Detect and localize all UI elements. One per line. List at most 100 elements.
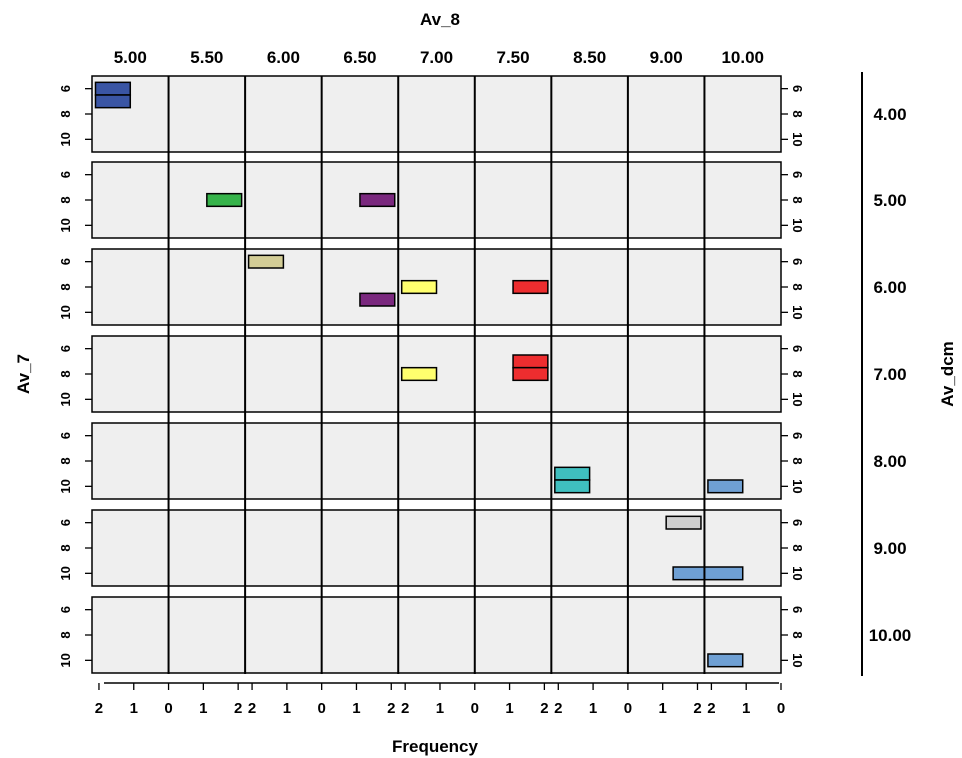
- y-tick-label-left: 8: [58, 110, 73, 117]
- x-tick-label: 0: [164, 700, 172, 717]
- bar: [512, 279, 549, 295]
- y-tick-label-left: 8: [58, 457, 73, 464]
- bar: [400, 366, 438, 382]
- row-header: 9.00: [873, 539, 906, 558]
- row-headers: 4.00 5.00 6.00 7.00 8.00 9.00 10.00: [869, 105, 912, 645]
- x-tick-label: 0: [777, 700, 785, 717]
- y-tick-label-left: 10: [58, 132, 73, 146]
- y-tick-label-left: 8: [58, 196, 73, 203]
- y-tick-label-left: 10: [58, 653, 73, 667]
- bar: [665, 515, 702, 530]
- y-tick-label-left: 10: [58, 305, 73, 319]
- y-tick-label-right: 8: [790, 110, 805, 117]
- x-tick-label: 0: [317, 700, 325, 717]
- y-tick-label-right: 6: [790, 85, 805, 92]
- y-tick-label-left: 8: [58, 370, 73, 377]
- y-tick-label-right: 10: [790, 479, 805, 493]
- y-tick-label-left: 6: [58, 345, 73, 352]
- y-tick-label-right: 10: [790, 305, 805, 319]
- y-tick-label-right: 10: [790, 218, 805, 232]
- y-tick-label-left: 8: [58, 631, 73, 638]
- column-header: 6.00: [267, 48, 300, 67]
- bar: [707, 479, 744, 494]
- y-tick-label-left: 10: [58, 218, 73, 232]
- y-axes: 6 6 8 8 10 10 6 6 8 8 10 10 6 6 8 8 10 10 6 6 8 8 10 10 6 6 8 8 10 10…: [58, 85, 805, 668]
- row-header: 7.00: [873, 365, 906, 384]
- y-tick-label-left: 8: [58, 544, 73, 551]
- row-header: 4.00: [873, 105, 906, 124]
- x-tick-label: 2: [95, 700, 103, 717]
- panel-background: [92, 162, 781, 238]
- y-tick-label-right: 6: [790, 258, 805, 265]
- y-tick-label-right: 8: [790, 370, 805, 377]
- bar: [94, 81, 132, 96]
- column-dividers: [167, 76, 706, 674]
- column-header: 7.00: [420, 48, 453, 67]
- y-tick-label-right: 10: [790, 653, 805, 667]
- x-axis-label: Frequency: [392, 737, 479, 756]
- y-tick-label-left: 6: [58, 85, 73, 92]
- x-tick-label: 2: [693, 700, 701, 717]
- y-axis-label-left: Av_7: [14, 354, 33, 394]
- x-tick-label: 2: [387, 700, 395, 717]
- panel-background: [92, 597, 781, 673]
- y-axis-label-right: Av_dcm: [938, 341, 957, 407]
- column-header: 5.00: [114, 48, 147, 67]
- x-tick-label: 0: [471, 700, 479, 717]
- x-tick-label: 2: [554, 700, 562, 717]
- x-tick-label: 2: [401, 700, 409, 717]
- panel-background: [92, 76, 781, 152]
- bar: [206, 192, 243, 208]
- x-tick-label: 2: [707, 700, 715, 717]
- column-header: 8.50: [573, 48, 606, 67]
- x-tick-label: 0: [624, 700, 632, 717]
- row-header: 10.00: [869, 626, 912, 645]
- y-tick-label-left: 10: [58, 479, 73, 493]
- panel-background: [92, 423, 781, 499]
- bar: [359, 292, 396, 307]
- bar: [247, 254, 285, 269]
- y-tick-label-right: 8: [790, 631, 805, 638]
- x-tick-label: 1: [283, 700, 291, 717]
- y-tick-label-right: 8: [790, 457, 805, 464]
- bar: [512, 354, 549, 369]
- y-tick-label-right: 6: [790, 606, 805, 613]
- x-tick-label: 1: [589, 700, 597, 717]
- y-tick-label-right: 6: [790, 345, 805, 352]
- bar: [554, 466, 591, 481]
- x-tick-label: 1: [659, 700, 667, 717]
- bars: [94, 81, 744, 668]
- y-tick-label-right: 8: [790, 196, 805, 203]
- column-header: 5.50: [190, 48, 223, 67]
- x-tick-label: 2: [234, 700, 242, 717]
- column-header: 7.50: [497, 48, 530, 67]
- x-tick-label: 1: [742, 700, 750, 717]
- y-tick-label-right: 10: [790, 566, 805, 580]
- x-tick-label: 1: [130, 700, 138, 717]
- y-tick-label-right: 8: [790, 283, 805, 290]
- y-tick-label-left: 6: [58, 432, 73, 439]
- bar: [400, 279, 438, 295]
- column-header: 10.00: [721, 48, 764, 67]
- column-header: 6.50: [343, 48, 376, 67]
- x-tick-label: 2: [248, 700, 256, 717]
- bar: [707, 653, 744, 668]
- column-headers: 5.00 5.50 6.00 6.50 7.00 7.50 8.50 9.00 10.00: [114, 48, 764, 67]
- bar: [359, 192, 396, 208]
- bar: [672, 566, 744, 581]
- y-tick-label-left: 6: [58, 258, 73, 265]
- column-header: 9.00: [650, 48, 683, 67]
- row-header: 6.00: [873, 278, 906, 297]
- row-header: 5.00: [873, 191, 906, 210]
- x-tick-label: 1: [352, 700, 360, 717]
- bar: [94, 94, 132, 109]
- y-tick-label-left: 6: [58, 519, 73, 526]
- y-tick-label-right: 10: [790, 392, 805, 406]
- y-tick-label-left: 10: [58, 392, 73, 406]
- x-tick-label: 1: [505, 700, 513, 717]
- y-tick-label-left: 6: [58, 606, 73, 613]
- y-tick-label-right: 8: [790, 544, 805, 551]
- y-tick-label-left: 8: [58, 283, 73, 290]
